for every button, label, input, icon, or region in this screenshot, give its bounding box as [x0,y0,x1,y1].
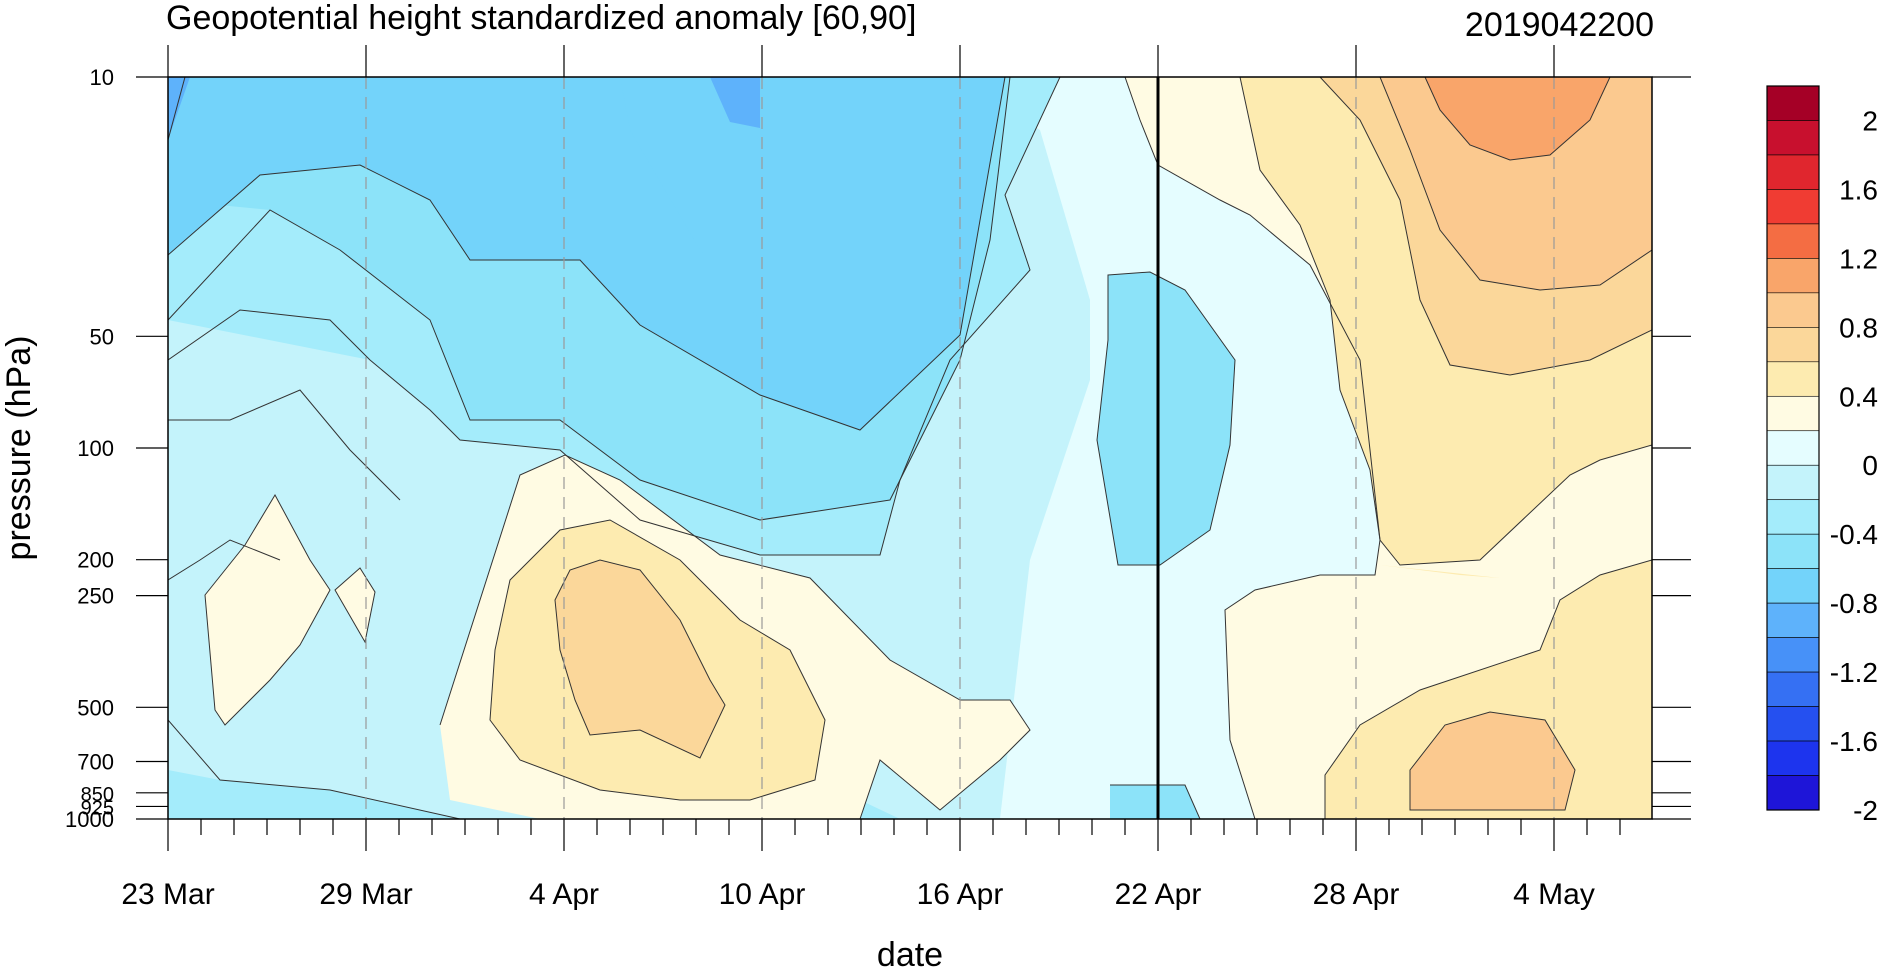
colorbar-swatch [1766,327,1820,363]
x-ticks [167,45,1621,851]
colorbar-swatch [1766,120,1820,156]
x-tick-label: 28 Apr [1313,878,1400,911]
contour-line [1324,559,1652,819]
colorbar-label: 1.2 [1839,243,1878,274]
x-tick-label: 16 Apr [917,878,1004,911]
colorbar-swatch [1766,602,1820,638]
x-tick-label: 4 Apr [529,878,599,911]
y-tick-label: 200 [77,548,114,573]
contour-line [1319,77,1652,376]
contour-line [168,77,1061,556]
x-tick-label: 10 Apr [719,878,806,911]
contour-line [1096,271,1236,566]
contour-line [168,389,401,501]
colorbar-swatch [1766,395,1820,432]
contour-line [1124,77,1381,819]
contour-line [168,719,461,819]
contour-line [439,454,1031,819]
colorbar-swatch [1766,361,1820,397]
y-tick-label: 850 [81,784,114,806]
contour-line [1239,77,1652,566]
x-tick-label: 23 Mar [121,878,214,911]
colorbar-label: -1.6 [1830,726,1878,757]
colorbar-swatch [1766,671,1820,707]
y-tick-label: 10 [90,65,114,90]
colorbar-swatch [1766,637,1820,673]
y-tick-label: 1000 [65,807,114,832]
date-gridlines [365,77,1555,819]
y-tick-label: 250 [77,584,114,609]
fill-west-positive [205,495,375,725]
colorbar-swatch [1766,258,1820,294]
fill-east-positive-06to08 [1380,77,1652,290]
colorbar-swatch [1766,533,1820,569]
contour-lines [168,77,1652,819]
contour-fills [168,77,1652,819]
chart-timestamp: 2019042200 [1465,6,1654,44]
colorbar-label: -1.2 [1830,657,1878,688]
colorbar-labels: 2 1.6 1.2 0.8 0.4 0 -0.4 -0.8 -1.2 -1.6 -2 [1830,105,1878,826]
contour-line [554,559,726,759]
colorbar-label: -0.4 [1830,519,1878,550]
y-ticks [136,76,1691,820]
fill-april-positive-04to06 [555,560,725,758]
y-axis-label: pressure (hPa) [0,336,38,561]
contour-line [168,539,281,581]
colorbar-label: 0 [1862,450,1878,481]
x-tick-labels: 23 Mar 29 Mar 4 Apr 10 Apr 16 Apr 22 Apr 28 Ap… [121,878,1595,911]
contour-line [1379,77,1652,291]
colorbar-swatch [1766,568,1820,604]
contour-line [334,567,376,644]
x-tick-label: 29 Mar [319,878,412,911]
contour-line [1424,77,1611,161]
contour-line [168,77,1006,431]
colorbar [1766,85,1820,811]
colorbar-swatch [1766,430,1820,466]
colorbar-swatch [1766,292,1820,328]
colorbar-label: -0.8 [1830,588,1878,619]
fill-level-neg10 [168,77,830,320]
colorbar-swatch [1766,154,1820,190]
x-tick-label: 22 Apr [1115,878,1202,911]
colorbar-swatch [1766,223,1820,259]
fill-lower-may-02to04 [1325,560,1652,819]
y-tick-label: 925 [81,797,114,819]
contour-line [1110,784,1201,819]
fill-bottom-negative [1110,785,1200,819]
y-tick-label: 50 [90,324,114,349]
colorbar-swatch [1766,775,1820,811]
colorbar-swatch [1766,464,1820,501]
colorbar-swatch [1766,85,1820,121]
colorbar-label: 0.8 [1839,312,1878,343]
fill-mid-negative [1097,272,1235,565]
contour-line [1409,711,1576,811]
chart-title: Geopotential height standardized anomaly… [166,0,916,37]
contour-line [168,77,186,141]
contour-line [168,77,1011,521]
fill-east-positive-08to10 [1425,77,1610,160]
colorbar-label: 0.4 [1839,381,1878,412]
colorbar-frame [1766,85,1820,811]
colorbar-swatch [1766,706,1820,742]
colorbar-label: 1.6 [1839,174,1878,205]
y-tick-label: 500 [77,695,114,720]
colorbar-label: 2 [1862,105,1878,136]
colorbar-swatch [1766,189,1820,225]
colorbar-swatch [1766,499,1820,535]
y-tick-label: 100 [77,436,114,461]
colorbar-label: -2 [1853,795,1878,826]
y-tick-label: 700 [77,750,114,775]
x-axis-label: date [877,936,943,969]
fill-lower-may-04to06 [1410,712,1575,810]
colorbar-swatch [1766,740,1820,776]
x-tick-label: 4 May [1513,878,1595,911]
contour-line [204,493,331,726]
contour-line [489,519,826,801]
